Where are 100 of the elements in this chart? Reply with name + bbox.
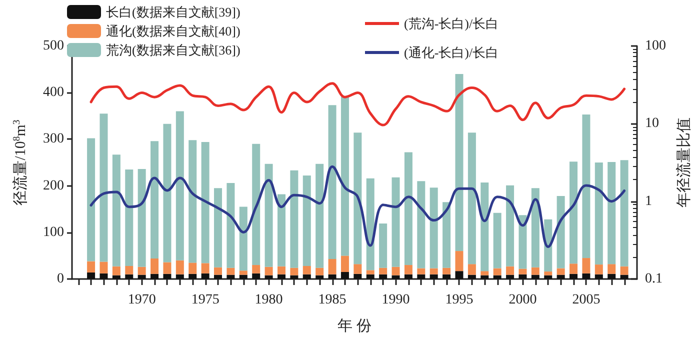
x-tick-label: 2005 (572, 292, 600, 308)
y2-axis-title: 年径流量比值 (676, 118, 692, 208)
bar (531, 188, 540, 268)
bar (150, 258, 159, 274)
bar (430, 274, 438, 279)
bar (239, 270, 248, 275)
bar (366, 270, 374, 274)
bar (379, 224, 388, 268)
bar (163, 274, 172, 279)
bar (620, 266, 628, 275)
bar (455, 74, 464, 252)
bar (188, 274, 197, 279)
x-tick-label: 1995 (445, 292, 474, 308)
bar (239, 206, 248, 271)
bar (442, 268, 451, 274)
bar (608, 274, 616, 279)
x-tick-label: 1975 (191, 292, 220, 308)
bar (87, 272, 96, 279)
y-tick-label: 500 (43, 38, 64, 54)
bar (493, 275, 502, 279)
legend-label: (荒沟-长白)/长白 (404, 16, 499, 31)
bar (340, 256, 349, 272)
bar (264, 266, 273, 276)
bar (417, 181, 426, 268)
bar (264, 275, 273, 279)
bar (316, 164, 324, 268)
y-tick-label: 0 (57, 272, 64, 286)
bar (87, 261, 96, 272)
bar (316, 268, 324, 276)
bar (125, 274, 134, 279)
bar (302, 176, 311, 266)
bar (328, 105, 336, 259)
bar (163, 262, 172, 274)
bar (468, 132, 476, 264)
bar (188, 140, 197, 263)
bar (226, 268, 235, 275)
y2-tick-label: 1 (645, 194, 652, 209)
bar (226, 274, 235, 279)
bar (302, 266, 311, 274)
bar (328, 258, 336, 274)
bar (112, 266, 120, 276)
x-tick-label: 1980 (254, 292, 283, 308)
bar (392, 275, 400, 279)
bar (608, 264, 616, 274)
bar (493, 268, 502, 276)
bar (506, 185, 514, 266)
bar (340, 96, 349, 256)
x-tick-label: 1985 (318, 292, 346, 308)
bar (163, 124, 172, 262)
bar (430, 268, 438, 274)
bar (252, 273, 260, 279)
bar (455, 271, 464, 279)
bar (570, 264, 578, 274)
legend-label: 通化(数据来自文献[40]) (106, 24, 240, 38)
bar (506, 274, 514, 279)
bar (480, 275, 489, 279)
bar (620, 274, 628, 279)
bar (544, 275, 552, 279)
legend-label: (通化-长白)/长白 (404, 45, 499, 60)
x-tick-label: 2000 (508, 292, 537, 308)
bar (468, 274, 476, 279)
bar (277, 194, 286, 266)
bar (442, 274, 451, 279)
bar (608, 162, 616, 264)
bar (480, 271, 489, 276)
bar (125, 266, 134, 274)
bar (328, 274, 336, 279)
bar (277, 274, 286, 279)
bar (201, 142, 210, 264)
bar (582, 114, 590, 258)
bar (556, 268, 565, 275)
bar (138, 266, 146, 275)
y2-tick-label: 0.1 (645, 272, 662, 286)
bar (594, 264, 603, 274)
bar (570, 162, 578, 264)
bar (480, 182, 489, 272)
bar (176, 260, 184, 274)
bar (430, 188, 438, 268)
bar (570, 274, 578, 279)
bar (392, 266, 400, 276)
bar (138, 169, 146, 267)
bar (531, 274, 540, 279)
bar (366, 274, 374, 279)
bar (176, 111, 184, 260)
bar (188, 262, 197, 274)
bar (404, 152, 412, 266)
bar (518, 215, 527, 269)
x-tick-label: 1970 (128, 292, 156, 308)
bar (290, 268, 298, 276)
y2-tick-label: 100 (645, 38, 666, 54)
x-axis-title: 年 份 (338, 318, 372, 334)
bar (620, 160, 628, 266)
bar (556, 196, 565, 268)
bar (87, 138, 96, 262)
bar (493, 212, 502, 268)
bar (100, 273, 108, 279)
bar (404, 274, 412, 279)
bar (455, 251, 464, 272)
bar (214, 274, 222, 279)
bar (531, 267, 540, 275)
